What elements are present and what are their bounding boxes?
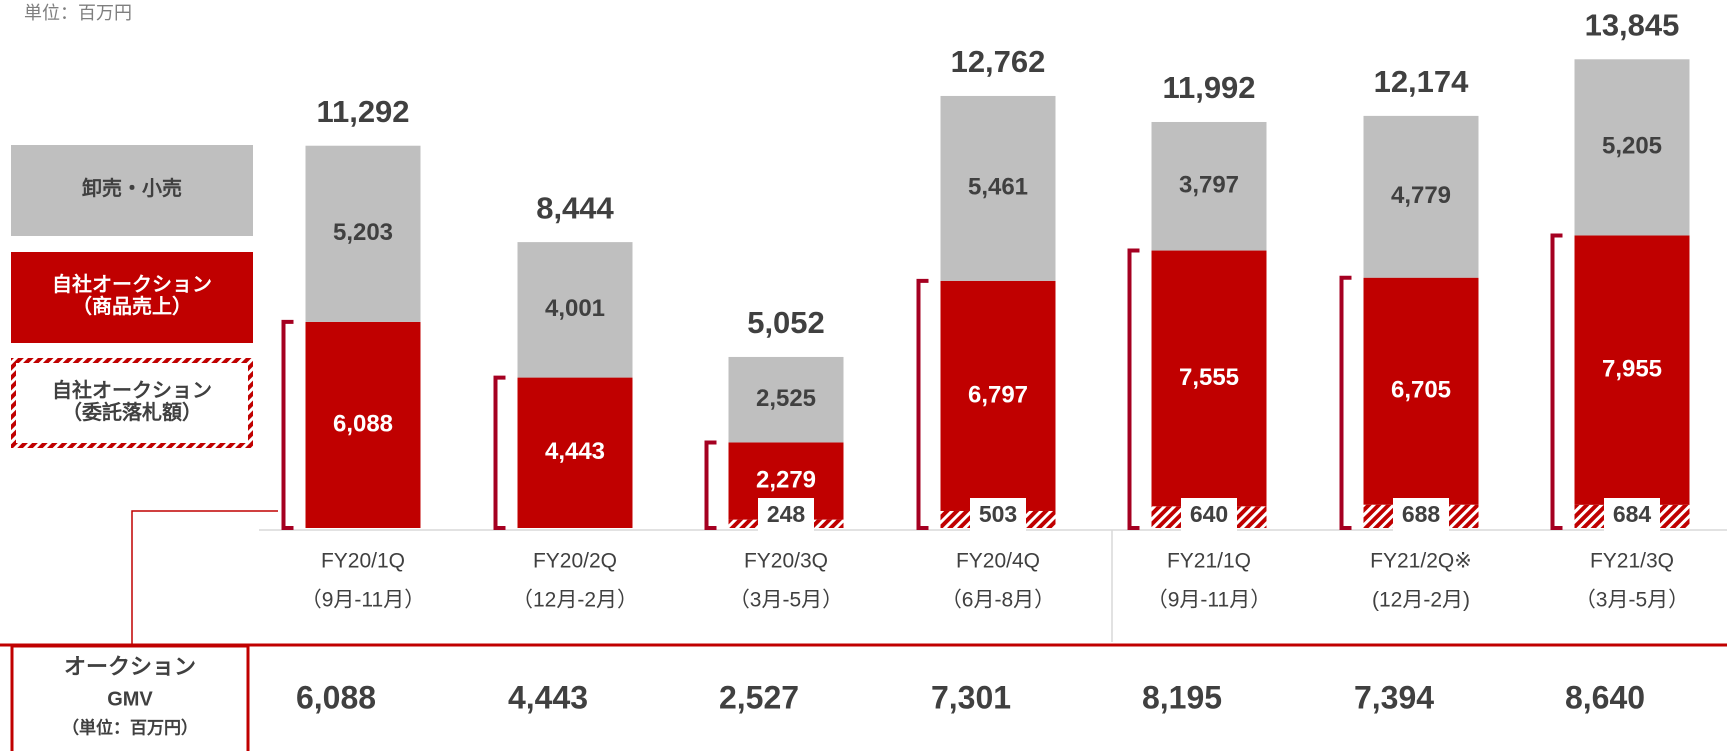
value-label: 2,279 — [756, 466, 816, 493]
value-label: 7,955 — [1602, 356, 1662, 383]
legend-label: 卸売・小売 — [82, 176, 182, 200]
bar-segment — [940, 280, 1056, 511]
value-label-box — [1181, 498, 1237, 532]
bar-segment — [1363, 115, 1479, 278]
total-label: 13,845 — [1585, 7, 1680, 42]
value-label: 4,001 — [545, 295, 605, 322]
x-tick-label: FY20/1Q — [321, 550, 405, 573]
total-label: 5,052 — [747, 305, 825, 340]
x-tick-sublabel: （12月-2月） — [512, 589, 638, 612]
value-label-box — [1604, 498, 1660, 532]
total-label: 8,444 — [536, 190, 614, 225]
value-label: 6,705 — [1391, 377, 1451, 404]
table-value: 8,195 — [1142, 679, 1222, 715]
value-label: 688 — [1402, 501, 1441, 527]
value-label: 5,205 — [1602, 133, 1662, 160]
x-tick-label: FY20/4Q — [956, 550, 1040, 573]
x-tick-label: FY21/3Q — [1590, 550, 1674, 573]
value-label-box — [758, 498, 814, 532]
legend-label: 自社オークション（商品売上） — [52, 272, 212, 318]
bracket — [704, 440, 717, 530]
bracket — [916, 278, 929, 530]
x-tick-sublabel: （3月-5月） — [729, 589, 843, 612]
value-label: 4,443 — [545, 438, 605, 465]
bar-segment — [517, 377, 633, 528]
table-header-cell — [10, 644, 250, 751]
bracket — [1550, 233, 1563, 530]
total-label: 11,992 — [1162, 70, 1255, 105]
bar-segment — [1574, 59, 1690, 236]
value-label: 6,797 — [968, 381, 1028, 408]
bar-segment — [728, 356, 844, 443]
x-tick-sublabel: （6月-8月） — [941, 589, 1055, 612]
bar-segment — [1574, 235, 1690, 505]
x-tick-label: FY21/2Q※ — [1370, 550, 1472, 573]
bar-segment — [517, 242, 633, 378]
bar-segment — [305, 145, 421, 322]
bar-segment — [1151, 121, 1267, 251]
total-label: 12,762 — [951, 44, 1046, 79]
value-label: 5,461 — [968, 174, 1028, 201]
value-label: 7,555 — [1179, 364, 1239, 391]
table-header: GMV — [107, 688, 153, 710]
legend-swatch — [11, 145, 253, 236]
table-value: 7,394 — [1354, 679, 1434, 715]
bar-segment — [940, 95, 1056, 281]
x-tick-sublabel: （9月-11月） — [301, 589, 425, 612]
unit-note: 単位：百万円 — [24, 3, 132, 23]
bracket — [1127, 248, 1140, 530]
table-header: オークション — [64, 654, 196, 679]
value-label: 684 — [1613, 501, 1652, 527]
x-tick-label: FY21/1Q — [1167, 550, 1251, 573]
bracket — [493, 375, 506, 530]
value-label: 6,088 — [333, 410, 393, 437]
x-tick-sublabel: （9月-11月） — [1147, 589, 1271, 612]
x-tick-label: FY20/3Q — [744, 550, 828, 573]
legend-swatch-inner — [16, 363, 248, 443]
value-label: 3,797 — [1179, 172, 1239, 199]
bar-segment — [1363, 277, 1479, 505]
value-label: 248 — [767, 501, 806, 527]
bar-segment — [305, 321, 421, 528]
x-tick-sublabel: (12月-2月) — [1372, 589, 1470, 612]
table-value: 7,301 — [931, 679, 1011, 715]
value-label: 503 — [979, 501, 1017, 527]
bracket — [281, 319, 294, 530]
value-label-box — [970, 498, 1026, 532]
x-tick-label: FY20/2Q — [533, 550, 617, 573]
value-label: 640 — [1190, 501, 1228, 527]
table-value: 2,527 — [719, 679, 799, 715]
value-label: 2,525 — [756, 385, 816, 412]
value-label-box — [1393, 498, 1449, 532]
value-label: 5,203 — [333, 219, 393, 246]
total-label: 11,292 — [316, 94, 409, 129]
total-label: 12,174 — [1374, 64, 1470, 99]
x-tick-sublabel: （3月-5月） — [1575, 589, 1689, 612]
table-value: 8,640 — [1565, 679, 1645, 715]
connector — [131, 510, 278, 645]
legend-swatch — [11, 252, 253, 343]
legend-label: 自社オークション（委託落札額） — [52, 378, 212, 424]
table-value: 4,443 — [508, 679, 588, 715]
value-label: 4,779 — [1391, 182, 1451, 209]
table-value: 6,088 — [296, 679, 376, 715]
table-header: （単位：百万円） — [62, 717, 198, 737]
bracket — [1339, 275, 1352, 530]
bar-segment — [1151, 250, 1267, 507]
